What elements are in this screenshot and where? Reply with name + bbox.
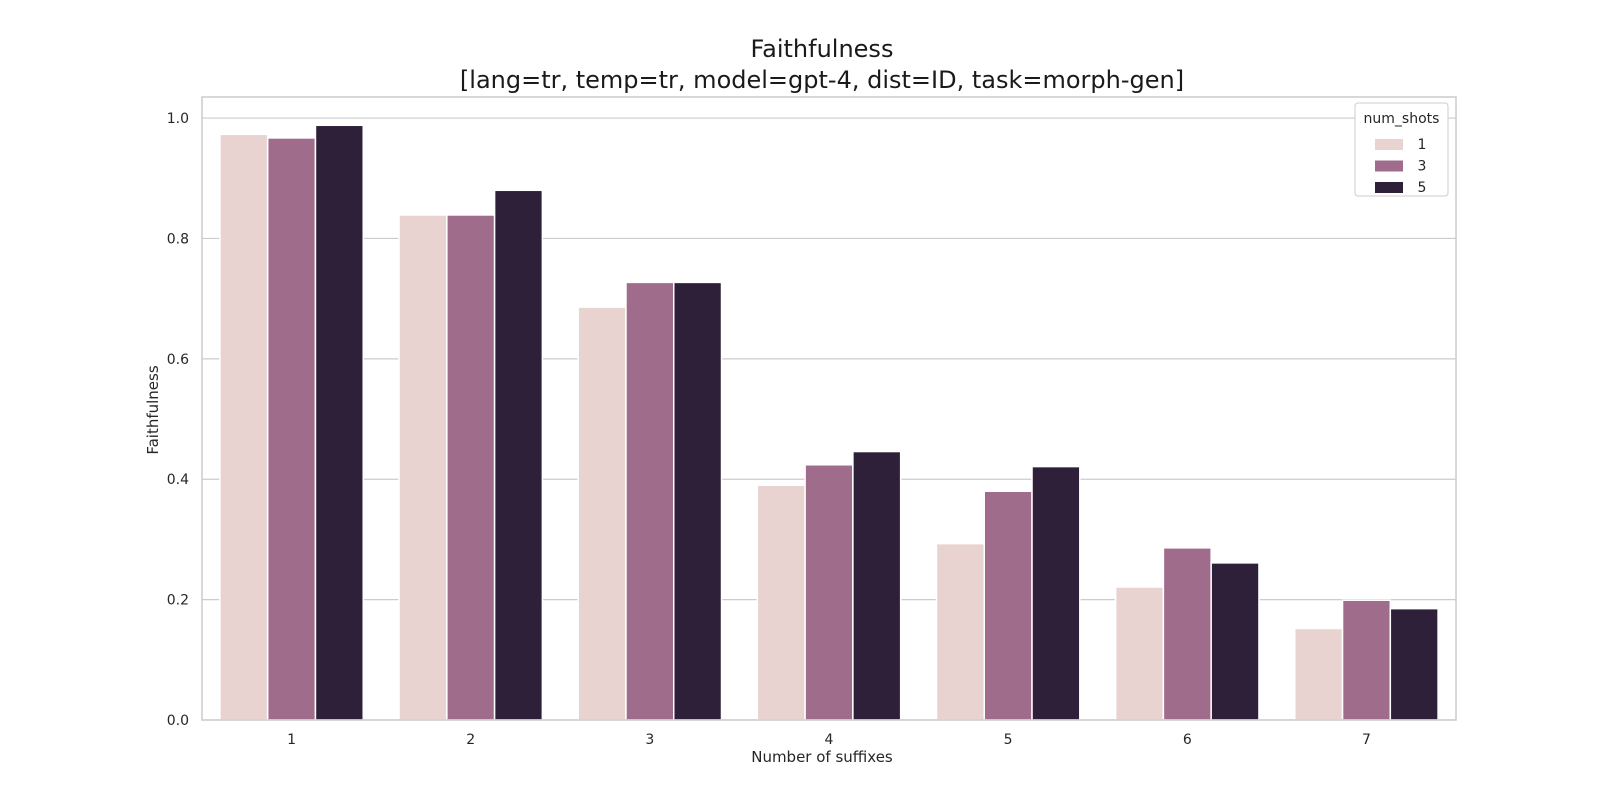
x-tick-label: 4 — [825, 732, 834, 748]
x-tick-label: 5 — [1004, 732, 1013, 748]
x-tick-label: 2 — [466, 732, 475, 748]
bar-7-shots-5 — [1389, 607, 1439, 721]
x-tick-labels: 1 2 3 4 5 6 7 — [287, 732, 1371, 748]
bar-1-shots-1 — [219, 133, 269, 721]
bar-1-shots-5 — [314, 124, 364, 721]
bar-6-shots-1 — [1114, 586, 1165, 721]
bar-5-shots-5 — [1031, 465, 1081, 721]
x-tick-label: 7 — [1362, 732, 1371, 748]
x-tick-label: 3 — [645, 732, 654, 748]
x-tick-label: 1 — [287, 732, 296, 748]
bar-2-shots-3 — [446, 214, 496, 721]
legend: num_shots 1 3 5 — [1354, 102, 1449, 197]
legend-label: 1 — [1418, 137, 1427, 153]
legend-items: 1 3 5 — [1375, 137, 1426, 196]
bar-2-shots-1 — [398, 214, 448, 721]
chart-subtitle: [lang=tr, temp=tr, model=gpt-4, dist=ID,… — [460, 66, 1184, 94]
bar-6-shots-5 — [1210, 562, 1260, 721]
y-tick-label: 1.0 — [167, 111, 189, 127]
plot-frame — [201, 96, 1457, 721]
bar-1-shots-3 — [266, 137, 317, 721]
y-tick-label: 0.6 — [167, 352, 189, 368]
y-tick-label: 0.2 — [167, 593, 189, 609]
legend-swatch-3 — [1375, 160, 1403, 172]
bar-4-shots-3 — [804, 464, 854, 721]
bar-7-shots-1 — [1294, 627, 1344, 721]
y-tick-labels: 0.0 0.2 0.4 0.6 0.8 1.0 — [167, 111, 189, 729]
bar-7-shots-3 — [1341, 599, 1392, 721]
bar-3-shots-3 — [625, 281, 675, 721]
y-tick-label: 0.8 — [167, 231, 189, 247]
legend-swatch-1 — [1375, 139, 1403, 150]
bar-4-shots-5 — [852, 450, 902, 721]
bar-3-shots-1 — [577, 306, 627, 721]
legend-label: 5 — [1418, 180, 1427, 196]
y-tick-label: 0.4 — [167, 472, 189, 488]
bar-5-shots-3 — [983, 490, 1033, 721]
bar-3-shots-5 — [672, 281, 723, 721]
bars — [219, 124, 1439, 721]
legend-swatch-5 — [1375, 182, 1403, 193]
legend-title: num_shots — [1364, 111, 1440, 127]
bar-4-shots-1 — [756, 484, 806, 721]
bar-2-shots-5 — [493, 189, 544, 721]
x-tick-label: 6 — [1183, 732, 1192, 748]
x-axis-label: Number of suffixes — [751, 748, 893, 766]
bar-5-shots-1 — [935, 542, 986, 721]
bar-6-shots-3 — [1162, 547, 1212, 721]
y-axis-label: Faithfulness — [144, 365, 162, 455]
legend-label: 3 — [1418, 159, 1427, 175]
y-tick-label: 0.0 — [167, 713, 189, 729]
chart-title: Faithfulness — [751, 35, 894, 63]
